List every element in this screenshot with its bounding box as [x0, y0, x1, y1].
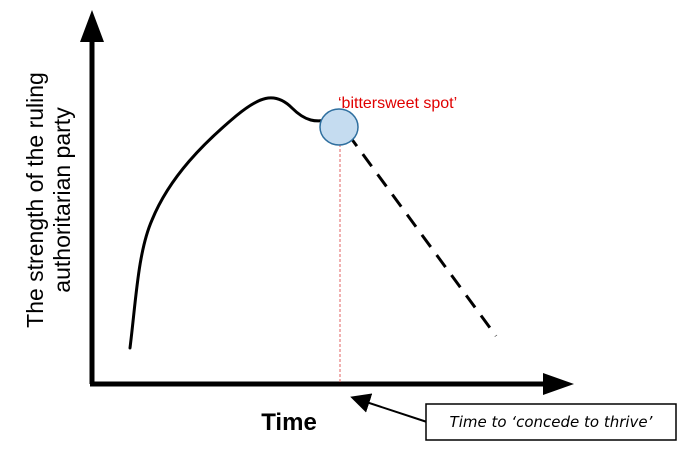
y-axis-arrowhead [80, 10, 104, 42]
callout-label: Time to ‘concede to thrive’ [450, 413, 653, 431]
x-axis-label: Time [261, 409, 317, 436]
strength-curve-solid [128, 96, 330, 350]
callout-box: Time to ‘concede to thrive’ [425, 403, 677, 441]
callout-arrow [350, 393, 428, 423]
bittersweet-spot-label: ‘bittersweet spot’ [338, 95, 457, 112]
x-axis [90, 373, 574, 395]
strength-curve-dashed [346, 133, 498, 337]
x-axis-arrowhead [543, 373, 574, 395]
y-axis [80, 10, 104, 384]
y-axis-label-line1: The strength of the ruling [22, 72, 48, 328]
y-axis-label-line2: authoritarian party [49, 107, 75, 293]
bittersweet-spot-marker [319, 108, 359, 146]
